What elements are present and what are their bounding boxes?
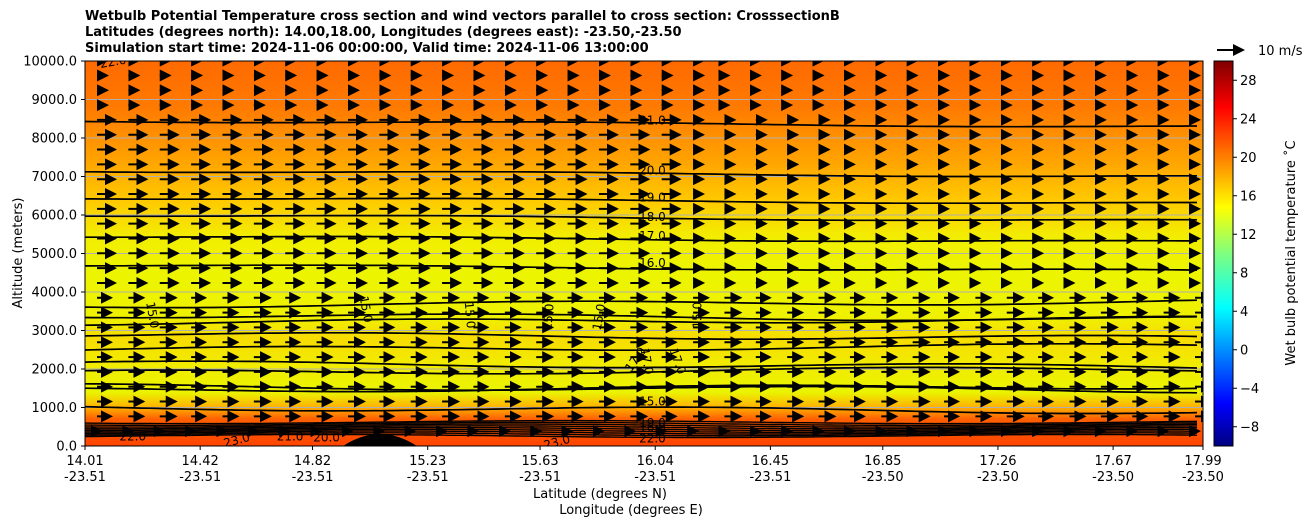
x-tick-label-lat: 14.01	[66, 454, 103, 469]
colorbar-tick-label: 8	[1240, 266, 1248, 281]
x-tick-label-lon: -23.51	[407, 470, 449, 485]
colorbar	[1213, 60, 1234, 447]
contour-label: 23.0	[222, 430, 251, 450]
contour-label: 21.0	[639, 114, 666, 128]
chart-title-line-2: Latitudes (degrees north): 14.00,18.00, …	[85, 25, 682, 40]
contour-label: 22.0	[119, 429, 146, 443]
wind-key-label: 10 m/s	[1258, 44, 1303, 59]
colorbar-tick-label: 16	[1240, 189, 1257, 204]
contour-label: 19.0	[639, 416, 666, 430]
y-tick-label: 1000.0	[32, 401, 78, 416]
x-tick-label-lat: 17.99	[1184, 454, 1221, 469]
contour-label: 15.0	[540, 303, 556, 331]
x-tick-label-lat: 16.04	[637, 454, 674, 469]
x-tick-label-lat: 16.85	[864, 454, 901, 469]
contour-label: 16.0	[639, 256, 666, 270]
y-tick-label: 2000.0	[32, 363, 78, 378]
contour-label: 15.0	[357, 295, 375, 324]
x-tick-label-lat: 17.26	[979, 454, 1016, 469]
contour-label: 21.0	[277, 429, 304, 443]
contour-label: 15.0	[590, 303, 608, 332]
colorbar-tick-label: 12	[1240, 228, 1257, 243]
colorbar-tick-label: 28	[1240, 74, 1257, 89]
x-tick-label-lon: -23.51	[179, 470, 221, 485]
colorbar-label: Wet bulb potential temperature ˚C	[1283, 140, 1299, 365]
x-tick-label-lat: 14.82	[294, 454, 331, 469]
x-tick-label-lon: -23.50	[977, 470, 1019, 485]
x-tick-label-lat: 16.45	[752, 454, 789, 469]
contour-label: 15.0	[690, 302, 704, 329]
y-tick-label: 9000.0	[32, 93, 78, 108]
x-tick-label-lat: 14.42	[182, 454, 219, 469]
x-tick-label-lat: 15.23	[409, 454, 446, 469]
contour-label: 17.0	[639, 229, 666, 243]
y-tick-label: 3000.0	[32, 324, 78, 339]
colorbar-tick-label: −8	[1240, 420, 1259, 435]
x-axis-label-latitude: Latitude (degrees N)	[533, 487, 667, 502]
contour-label: 15.0	[143, 301, 161, 330]
y-tick-label: 6000.0	[32, 209, 78, 224]
y-tick-label: 8000.0	[32, 132, 78, 147]
colorbar-tick-label: 0	[1240, 343, 1248, 358]
contour-label: 18.0	[639, 210, 666, 224]
x-tick-label-lon: -23.50	[1092, 470, 1134, 485]
y-tick-label: 5000.0	[32, 247, 78, 262]
contour-label: 17.0	[638, 347, 656, 376]
x-tick-label-lon: -23.51	[519, 470, 561, 485]
x-axis-label-longitude: Longitude (degrees E)	[559, 503, 703, 518]
contour-label: 22.0	[99, 53, 128, 71]
x-tick-label-lat: 15.63	[521, 454, 558, 469]
x-tick-label-lon: -23.50	[1182, 470, 1224, 485]
contour-label: 19.0	[639, 191, 666, 205]
x-tick-label-lon: -23.51	[749, 470, 791, 485]
terrain-feature	[343, 434, 417, 446]
x-tick-label-lon: -23.50	[862, 470, 904, 485]
contour-label: 16.0	[639, 421, 666, 435]
colorbar-tick-label: 20	[1240, 151, 1257, 166]
x-tick-label-lat: 17.67	[1095, 454, 1132, 469]
contour-line-surface	[85, 421, 1198, 427]
y-tick-label: 10000.0	[23, 55, 77, 70]
y-tick-label: 7000.0	[32, 170, 78, 185]
contour-label: 20.0	[313, 431, 340, 445]
contour-label: 20.0	[639, 164, 666, 178]
colorbar-tick-label: −4	[1240, 382, 1259, 397]
y-axis-label: Altitude (meters)	[11, 198, 26, 309]
x-tick-label-lon: -23.51	[64, 470, 106, 485]
contour-label: 22.0	[639, 431, 666, 445]
chart-title-line-1: Wetbulb Potential Temperature cross sect…	[85, 9, 840, 24]
chart-title-line-3: Simulation start time: 2024-11-06 00:00:…	[85, 41, 649, 56]
x-tick-label-lon: -23.51	[292, 470, 334, 485]
x-tick-label-lon: -23.51	[634, 470, 676, 485]
y-tick-label: 4000.0	[32, 286, 78, 301]
contour-label: 15.0	[462, 301, 478, 329]
y-tick-label: 0.0	[56, 440, 77, 455]
colorbar-tick-label: 24	[1240, 112, 1257, 127]
colorbar-tick-label: 4	[1240, 305, 1248, 320]
contour-label: 15.0	[639, 395, 666, 409]
